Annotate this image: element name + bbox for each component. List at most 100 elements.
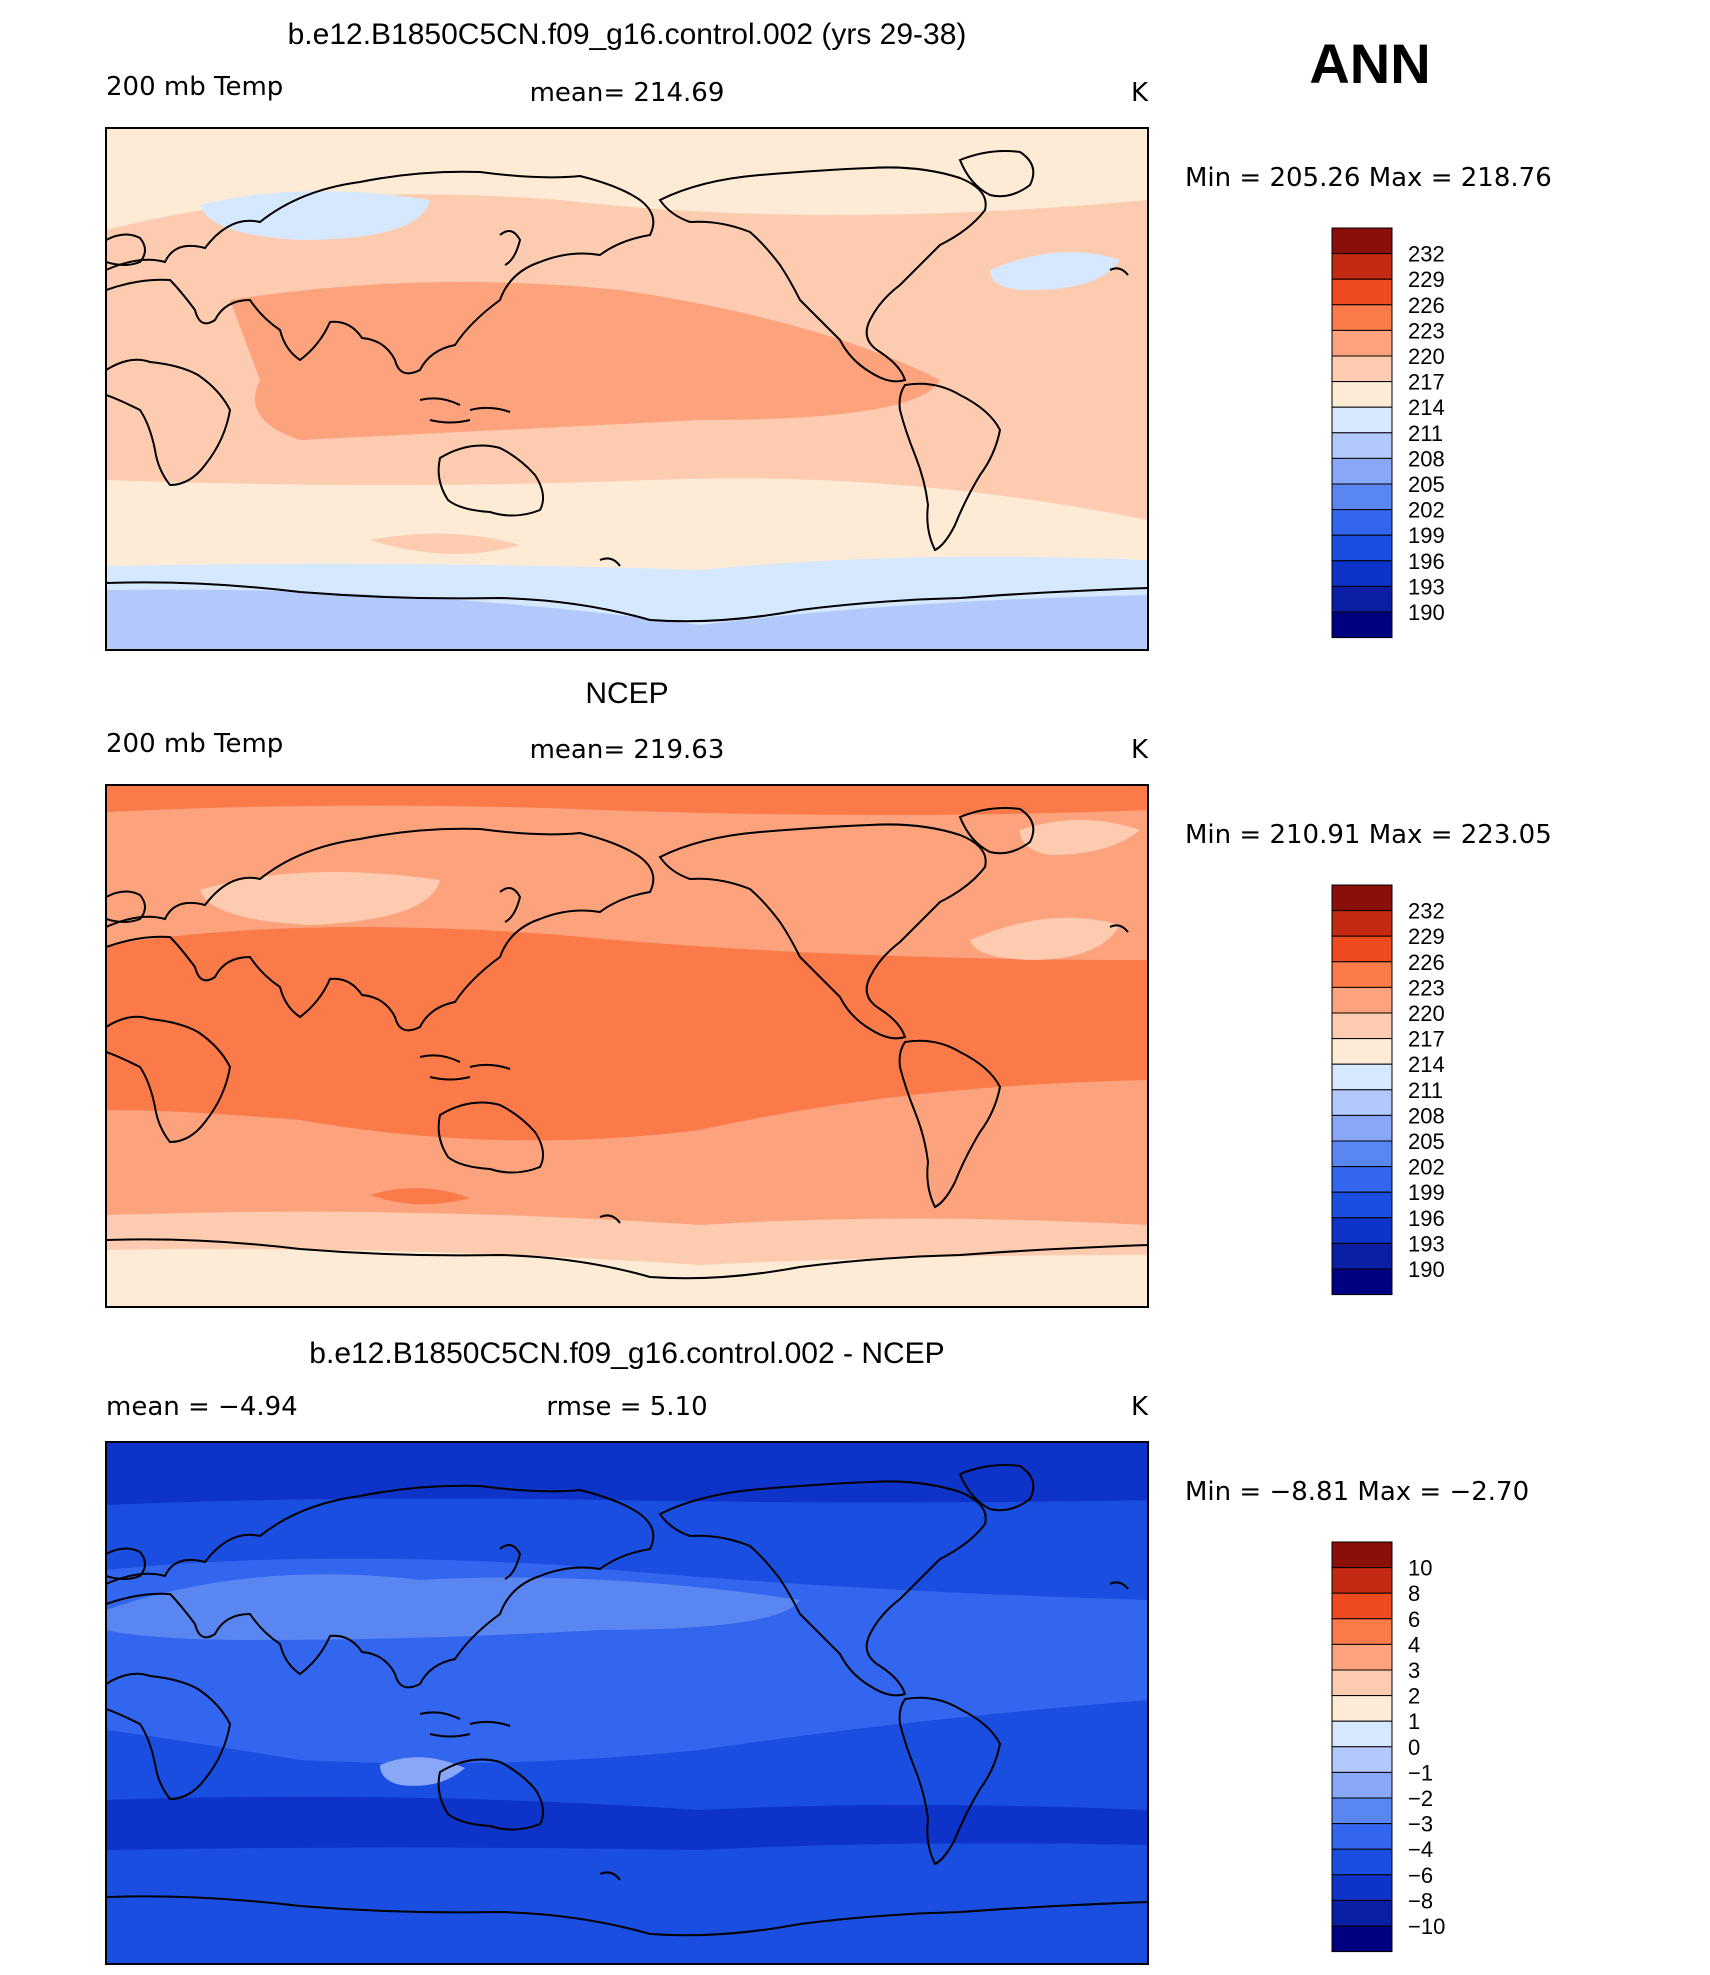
panel-diff: b.e12.B1850C5CN.f09_g16.control.002 - NC…: [105, 1337, 1529, 1965]
map-obs-south-warm-patch: [370, 1188, 470, 1205]
colorbar-level-label: −3: [1408, 1812, 1433, 1837]
panel-diff-left-label: mean = −4.94: [106, 1392, 298, 1422]
colorbar-level-label: 196: [1408, 1206, 1445, 1231]
panel-model-range: Min = 205.26 Max = 218.76: [1185, 163, 1552, 193]
colorbar-level-label: 232: [1408, 242, 1445, 267]
colorbar-level-label: 214: [1408, 395, 1445, 420]
season-label: ANN: [1309, 32, 1430, 95]
colorbar-model: 2322292262232202172142112082052021991961…: [1331, 227, 1445, 639]
colorbar-swatch: [1331, 1618, 1393, 1645]
panel-diff-range: Min = −8.81 Max = −2.70: [1185, 1477, 1529, 1507]
map-obs-atlantic-patch: [970, 917, 1120, 960]
map-obs-arctic-patch: [1020, 820, 1140, 855]
colorbar-swatch: [1331, 1592, 1393, 1620]
colorbar-swatch: [1331, 381, 1393, 408]
colorbar-level-label: 208: [1408, 446, 1445, 471]
map-model-north-cold-patch: [200, 191, 430, 240]
map-model-frame: [105, 127, 1149, 651]
colorbar-swatch: [1331, 1643, 1393, 1671]
map-diff-arctic-band: [106, 1442, 1148, 1505]
panel-model-center-label: mean= 214.69: [530, 78, 725, 108]
colorbar-level-label: 2: [1408, 1684, 1420, 1709]
map-diff-southern-band: [106, 1796, 1148, 1850]
colorbar-level-label: 211: [1408, 421, 1443, 446]
colorbar-swatch: [1331, 1063, 1393, 1091]
map-diff-asia-band: [106, 1574, 800, 1640]
colorbar-level-label: 223: [1408, 318, 1445, 343]
colorbar-level-label: 1: [1408, 1709, 1420, 1734]
map-model-south-warm-patch: [370, 533, 520, 554]
colorbar-level-label: 226: [1408, 950, 1445, 975]
colorbar-level-label: 214: [1408, 1052, 1445, 1077]
panel-diff-units: K: [1131, 1392, 1149, 1422]
colorbar-swatch: [1331, 1140, 1393, 1168]
panel-diff-center-label: rmse = 5.10: [546, 1392, 707, 1422]
map-obs: [106, 785, 1148, 1307]
colorbar-swatch: [1331, 406, 1393, 434]
map-obs-polar-band: [106, 1249, 1148, 1307]
colorbar-level-label: 229: [1408, 267, 1445, 292]
colorbar-swatch: [1331, 1242, 1393, 1270]
colorbar-swatch: [1331, 1567, 1393, 1594]
colorbar-level-label: 193: [1408, 574, 1445, 599]
colorbar-swatch: [1331, 585, 1393, 613]
map-model-atlantic-cold-patch: [990, 252, 1120, 290]
colorbar-level-label: 190: [1408, 1257, 1445, 1282]
colorbar-swatch: [1331, 509, 1393, 536]
panel-diff-title: b.e12.B1850C5CN.f09_g16.control.002 - NC…: [309, 1337, 944, 1370]
colorbar-swatch: [1331, 884, 1393, 912]
colorbar-swatch: [1331, 1848, 1393, 1876]
colorbar-swatch: [1331, 304, 1393, 331]
colorbar-level-label: 6: [1408, 1607, 1420, 1632]
panel-obs-center-label: mean= 219.63: [530, 735, 725, 765]
colorbar-level-label: −2: [1408, 1786, 1433, 1811]
map-diff-australia-patch: [380, 1757, 465, 1786]
colorbar-swatch: [1331, 1114, 1393, 1142]
colorbar-swatch: [1331, 1268, 1393, 1296]
colorbar-swatch: [1331, 534, 1393, 562]
colorbar-swatch: [1331, 1191, 1393, 1219]
panel-obs-left-label: 200 mb Temp: [106, 729, 283, 759]
colorbar-swatch: [1331, 1695, 1393, 1722]
colorbar-level-label: 202: [1408, 498, 1445, 523]
colorbar-level-label: 199: [1408, 1180, 1445, 1205]
colorbar-swatch: [1331, 355, 1393, 383]
panel-model-left-label: 200 mb Temp: [106, 72, 283, 102]
colorbar-level-label: 205: [1408, 1129, 1445, 1154]
panel-model: b.e12.B1850C5CN.f09_g16.control.002 (yrs…: [105, 18, 1552, 651]
colorbar-level-label: −4: [1408, 1837, 1433, 1862]
colorbar-level-label: 190: [1408, 600, 1445, 625]
colorbar-swatch: [1331, 1012, 1393, 1040]
colorbar-swatch: [1331, 278, 1393, 306]
panel-model-units: K: [1131, 78, 1149, 108]
colorbar-swatch: [1331, 1669, 1393, 1697]
colorbar-level-label: 205: [1408, 472, 1445, 497]
panel-obs-units: K: [1131, 735, 1149, 765]
colorbar-level-label: 226: [1408, 293, 1445, 318]
colorbar-swatch: [1331, 1720, 1393, 1748]
colorbar-level-label: 232: [1408, 899, 1445, 924]
map-model-warm-core: [230, 282, 940, 440]
colorbar-swatch: [1331, 986, 1393, 1014]
colorbar-level-label: 217: [1408, 1027, 1445, 1052]
colorbar-swatch: [1331, 483, 1393, 511]
colorbar-level-label: −1: [1408, 1760, 1433, 1785]
colorbar-swatch: [1331, 329, 1393, 357]
map-diff-frame: [105, 1441, 1149, 1965]
map-obs-tropical-band: [106, 927, 1148, 1141]
colorbar-level-label: 220: [1408, 344, 1445, 369]
colorbar-swatch: [1331, 560, 1393, 587]
colorbar-swatch: [1331, 910, 1393, 937]
panel-obs-range: Min = 210.91 Max = 223.05: [1185, 820, 1552, 850]
colorbar-swatch: [1331, 935, 1393, 963]
colorbar-swatch: [1331, 1899, 1393, 1927]
colorbar-level-label: 217: [1408, 370, 1445, 395]
map-diff: [106, 1442, 1148, 1964]
colorbar-obs: 2322292262232202172142112082052021991961…: [1331, 884, 1445, 1296]
colorbar-swatch: [1331, 1746, 1393, 1773]
panel-obs: NCEP 200 mb Temp mean= 219.63 K Min = 21…: [105, 677, 1552, 1308]
colorbar-level-label: 4: [1408, 1632, 1420, 1657]
colorbar-swatch: [1331, 1217, 1393, 1244]
colorbar-level-label: 199: [1408, 523, 1445, 548]
